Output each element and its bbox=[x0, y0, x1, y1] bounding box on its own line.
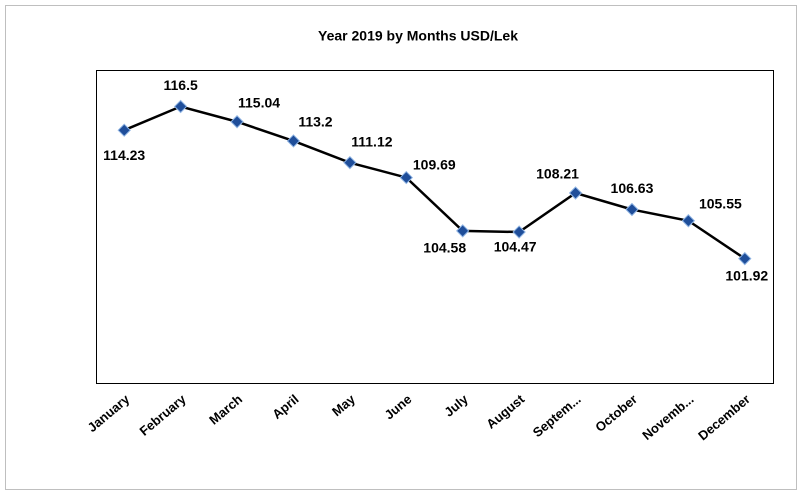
x-tick-label: August bbox=[483, 391, 527, 432]
x-tick-label: Novemb... bbox=[639, 391, 696, 442]
x-tick-label: October bbox=[592, 391, 640, 435]
value-label: 105.55 bbox=[699, 195, 742, 211]
marker bbox=[568, 186, 583, 200]
value-label: 106.63 bbox=[611, 180, 654, 196]
value-label: 113.2 bbox=[298, 114, 332, 130]
x-tick-label: January bbox=[84, 391, 132, 435]
x-tick-label: June bbox=[382, 391, 415, 422]
marker bbox=[343, 155, 357, 170]
value-label: 108.21 bbox=[536, 166, 579, 182]
x-tick-label: July bbox=[441, 391, 471, 420]
value-label: 104.58 bbox=[423, 240, 466, 256]
marker bbox=[117, 123, 131, 137]
x-tick-label: Septem... bbox=[530, 391, 584, 440]
marker bbox=[681, 214, 696, 228]
marker bbox=[286, 134, 301, 148]
chart-title: Year 2019 by Months USD/Lek bbox=[318, 28, 518, 44]
marker bbox=[230, 115, 244, 129]
plot-area bbox=[96, 70, 774, 384]
value-label: 101.92 bbox=[725, 267, 768, 283]
value-label: 114.23 bbox=[103, 147, 145, 163]
value-label: 115.04 bbox=[238, 94, 280, 110]
x-tick-label: May bbox=[329, 391, 359, 419]
x-tick-label: February bbox=[136, 391, 189, 439]
marker bbox=[399, 170, 413, 185]
value-label: 109.69 bbox=[413, 156, 456, 172]
value-label: 116.5 bbox=[163, 77, 197, 93]
marker bbox=[173, 99, 188, 114]
value-label: 104.47 bbox=[494, 239, 537, 255]
marker bbox=[456, 224, 470, 238]
marker bbox=[512, 225, 526, 239]
x-tick-label: December bbox=[695, 391, 753, 443]
x-tick-label: April bbox=[269, 391, 301, 422]
data-line bbox=[123, 105, 746, 260]
marker bbox=[625, 202, 639, 217]
value-label: 111.12 bbox=[351, 133, 392, 149]
x-tick-label: March bbox=[206, 391, 245, 427]
marker bbox=[738, 251, 752, 266]
